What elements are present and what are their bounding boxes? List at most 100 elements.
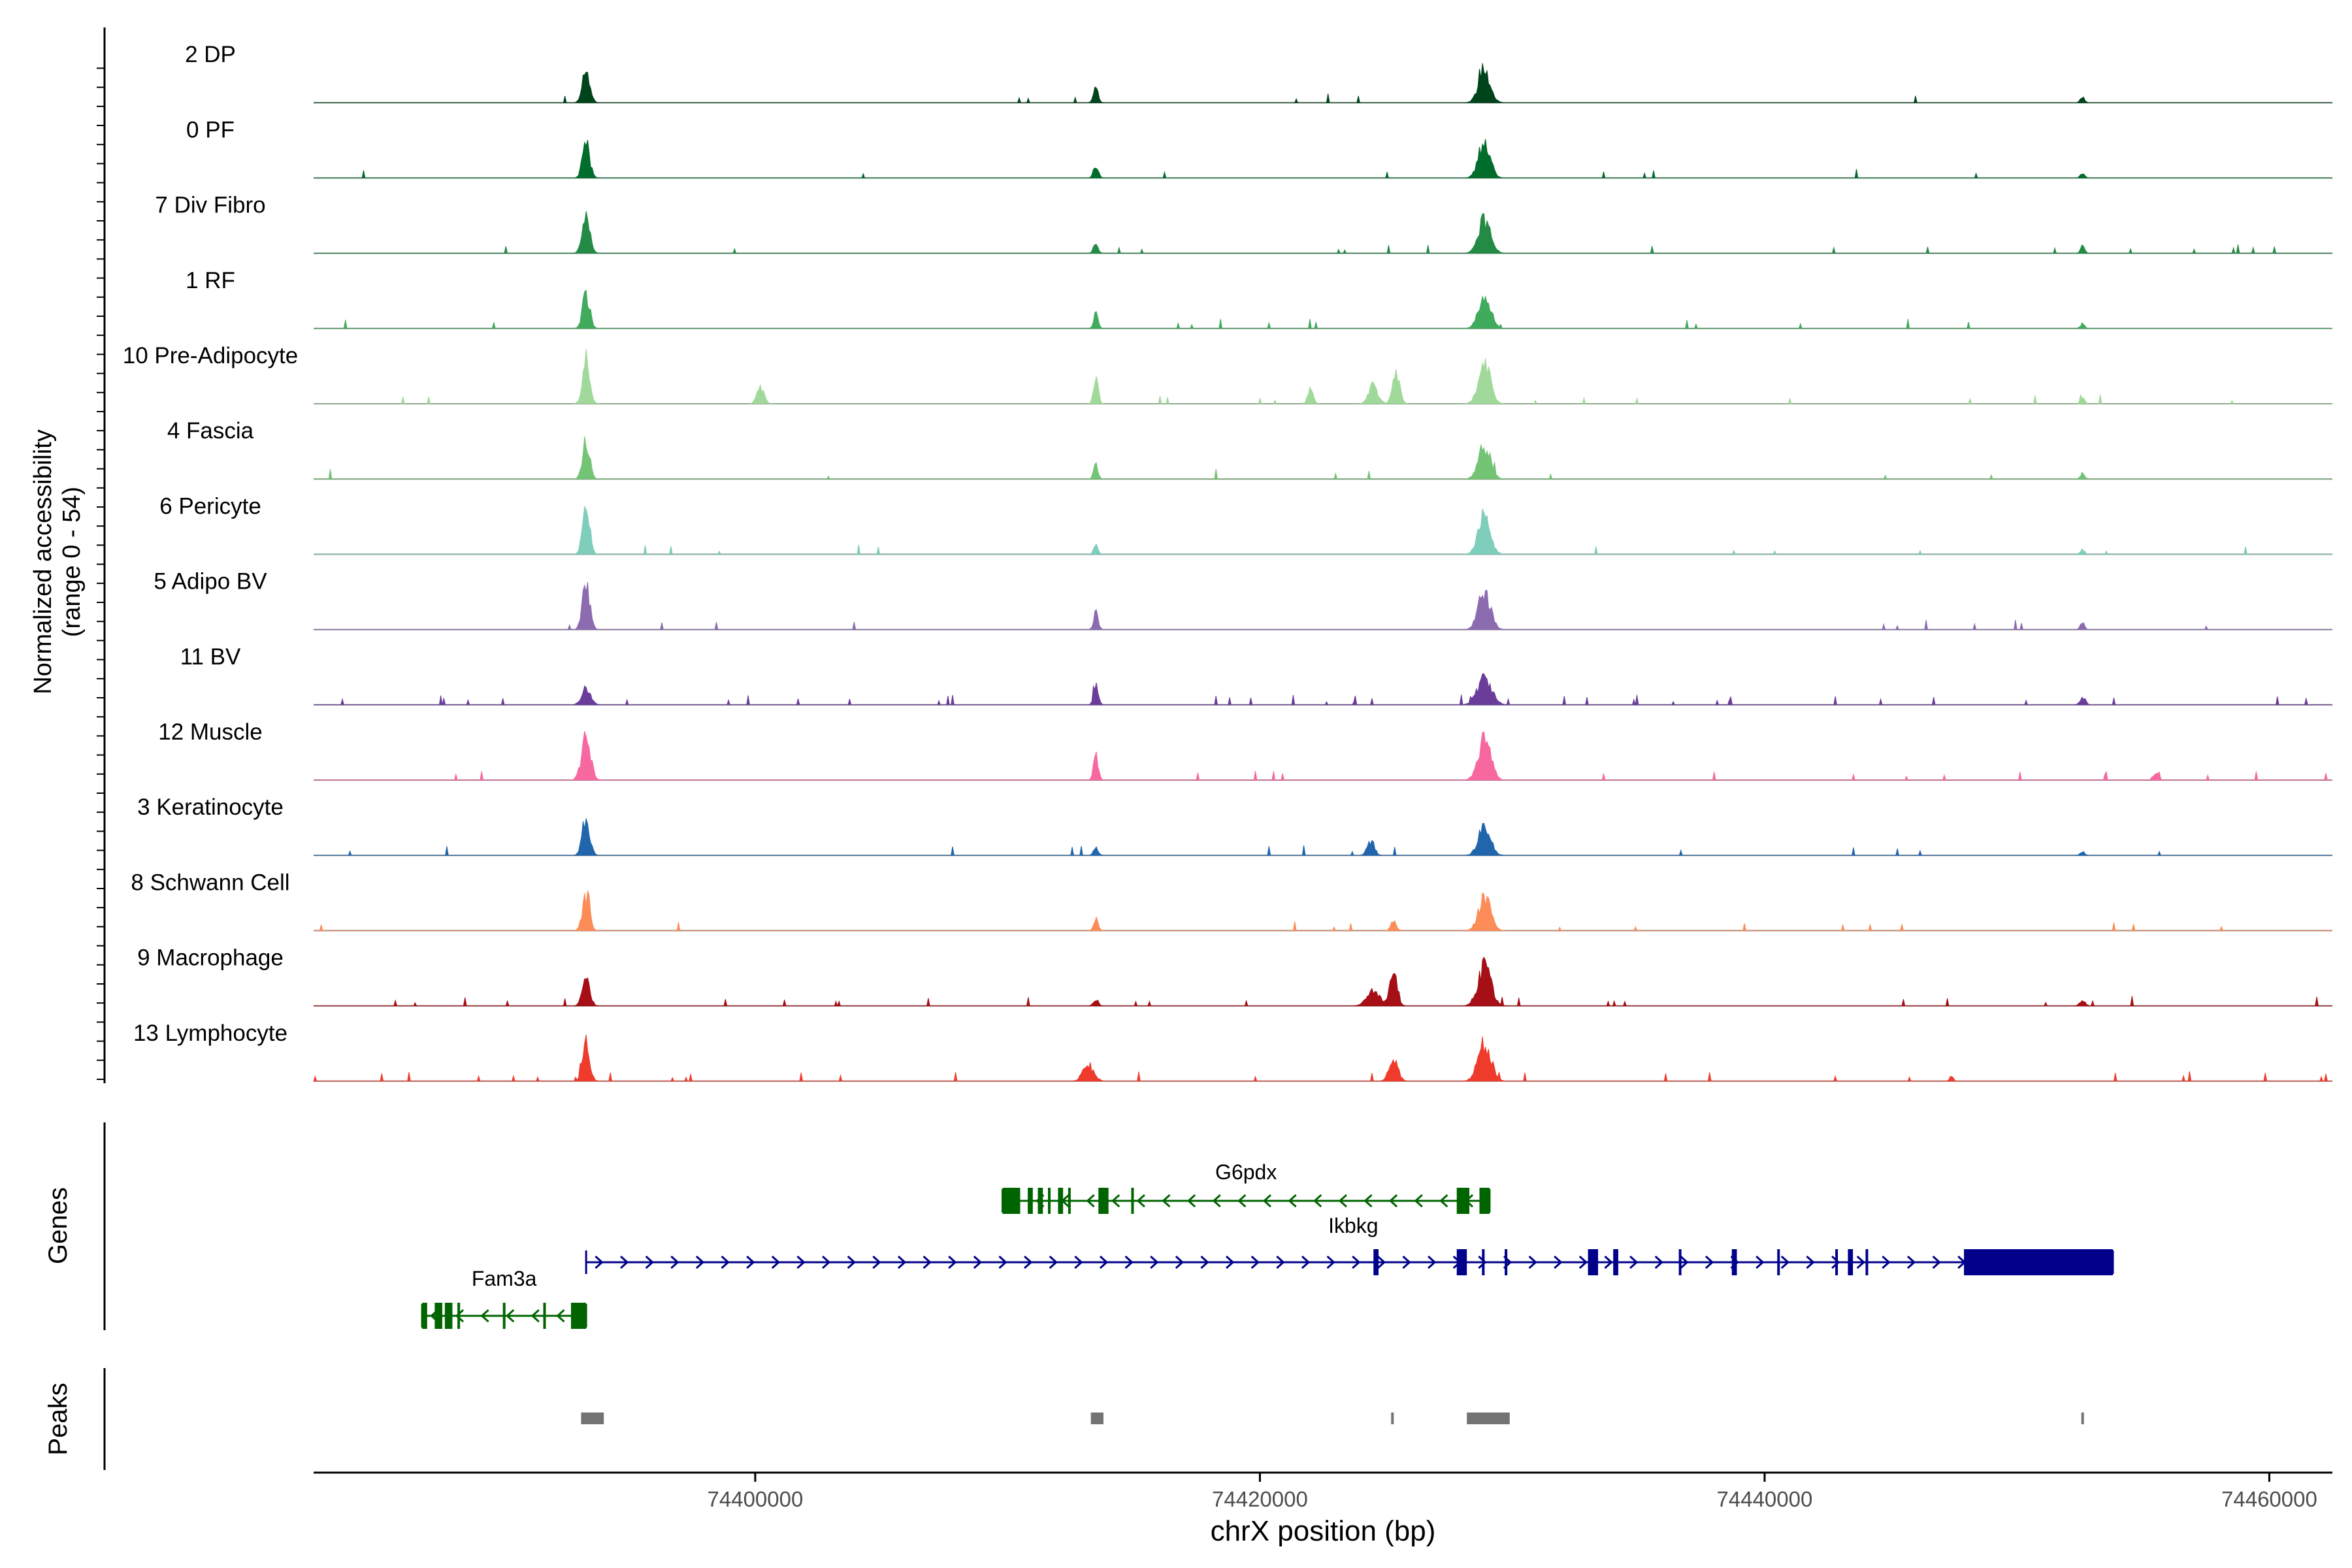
gene-fam3a: Fam3a — [421, 1267, 587, 1329]
gene-label: Ikbkg — [1328, 1214, 1378, 1237]
strand-arrow — [1086, 1194, 1095, 1208]
coverage-area — [314, 211, 2332, 254]
strand-arrow — [948, 1255, 957, 1269]
strand-arrow — [556, 1309, 565, 1323]
strand-arrow — [1654, 1255, 1663, 1269]
gene-exon — [1835, 1249, 1838, 1275]
strand-arrow — [1338, 1194, 1347, 1208]
strand-arrow — [771, 1255, 781, 1269]
peak-region — [2081, 1413, 2084, 1424]
track-label: 6 Pericyte — [159, 493, 261, 519]
strand-arrow — [1162, 1194, 1171, 1208]
strand-arrow — [1428, 1255, 1437, 1269]
track-label: 3 Keratinocyte — [137, 794, 284, 820]
track-11: 3 Keratinocyte — [137, 794, 2332, 857]
gene-exon — [1505, 1249, 1508, 1275]
gene-exon — [1068, 1188, 1071, 1214]
x-tick-label: 74460000 — [2221, 1487, 2317, 1511]
track-10: 12 Muscle — [158, 719, 2332, 781]
track-label: 0 PF — [186, 117, 235, 142]
track-label: 1 RF — [186, 268, 235, 293]
strand-arrow — [1352, 1255, 1361, 1269]
strand-arrow — [1301, 1255, 1311, 1269]
track-12: 8 Schwann Cell — [131, 870, 2332, 932]
gene-ikbkg: Ikbkg — [585, 1214, 2114, 1275]
strand-arrow — [1150, 1255, 1159, 1269]
strand-arrow — [1388, 1194, 1398, 1208]
strand-arrow — [1439, 1194, 1448, 1208]
coverage-area — [314, 956, 2332, 1007]
strand-arrow — [1186, 1194, 1196, 1208]
strand-arrow — [1856, 1255, 1865, 1269]
strand-arrow — [1528, 1255, 1537, 1269]
strand-arrow — [1200, 1255, 1209, 1269]
strand-arrow — [822, 1255, 831, 1269]
strand-arrow — [620, 1255, 629, 1269]
coverage-y-ticks — [97, 67, 105, 1080]
gene-exon — [1848, 1249, 1854, 1275]
strand-arrow — [847, 1255, 856, 1269]
coverage-area — [314, 289, 2332, 329]
track-label: 4 Fascia — [167, 418, 254, 444]
strand-arrow — [1806, 1255, 1815, 1269]
strand-arrow — [973, 1255, 983, 1269]
coverage-area — [314, 506, 2332, 555]
strand-arrow — [1111, 1194, 1120, 1208]
strand-arrow — [923, 1255, 932, 1269]
y-axis-label-line2: (range 0 - 54) — [58, 487, 86, 637]
track-label: 7 Div Fibro — [155, 193, 265, 218]
strand-arrow — [670, 1255, 679, 1269]
gene-exon — [1373, 1249, 1379, 1275]
strand-arrow — [1024, 1255, 1033, 1269]
strand-arrow — [1780, 1255, 1790, 1269]
strand-arrow — [1212, 1194, 1221, 1208]
gene-exon — [1047, 1188, 1051, 1214]
gene-exon — [1588, 1249, 1599, 1275]
x-tick-label: 74400000 — [708, 1487, 804, 1511]
gene-exon — [422, 1303, 427, 1329]
strand-arrow — [1705, 1255, 1714, 1269]
strand-arrow — [897, 1255, 907, 1269]
strand-arrow — [1124, 1255, 1134, 1269]
strand-arrow — [645, 1255, 654, 1269]
track-1: 2 DP — [185, 42, 2332, 104]
strand-arrow — [455, 1309, 465, 1323]
gene-exon — [1002, 1188, 1021, 1214]
peaks-panel-label: Peaks — [44, 1382, 73, 1455]
peak-region — [1090, 1413, 1103, 1424]
track-13: 9 Macrophage — [137, 945, 2332, 1007]
strand-arrow — [1554, 1255, 1563, 1269]
strand-arrow — [695, 1255, 705, 1269]
strand-arrow — [746, 1255, 755, 1269]
strand-arrow — [480, 1309, 489, 1323]
strand-arrow — [506, 1309, 515, 1323]
gene-exon — [570, 1303, 587, 1329]
gene-exon — [1613, 1249, 1618, 1275]
strand-arrow — [1402, 1255, 1411, 1269]
gene-exon — [1131, 1188, 1134, 1214]
gene-exon — [1777, 1249, 1780, 1275]
gene-label: G6pdx — [1215, 1160, 1277, 1184]
strand-arrow — [872, 1255, 881, 1269]
strand-arrow — [1313, 1194, 1322, 1208]
coverage-area — [314, 673, 2332, 706]
strand-arrow — [595, 1255, 604, 1269]
peak-region — [1391, 1413, 1394, 1424]
gene-exon — [1098, 1188, 1109, 1214]
track-14: 13 Lymphocyte — [133, 1021, 2332, 1082]
strand-arrow — [1578, 1255, 1588, 1269]
track-9: 11 BV — [180, 644, 2332, 706]
coverage-area — [314, 582, 2332, 630]
gene-exon — [1964, 1249, 2113, 1275]
strand-arrow — [1175, 1255, 1184, 1269]
track-label: 12 Muscle — [158, 719, 263, 745]
strand-arrow — [1604, 1255, 1613, 1269]
strand-arrow — [1478, 1255, 1487, 1269]
strand-arrow — [1326, 1255, 1335, 1269]
track-label: 9 Macrophage — [137, 945, 284, 971]
strand-arrow — [721, 1255, 730, 1269]
peak-regions — [581, 1413, 2084, 1424]
strand-arrow — [1932, 1255, 1941, 1269]
strand-arrow — [1756, 1255, 1765, 1269]
